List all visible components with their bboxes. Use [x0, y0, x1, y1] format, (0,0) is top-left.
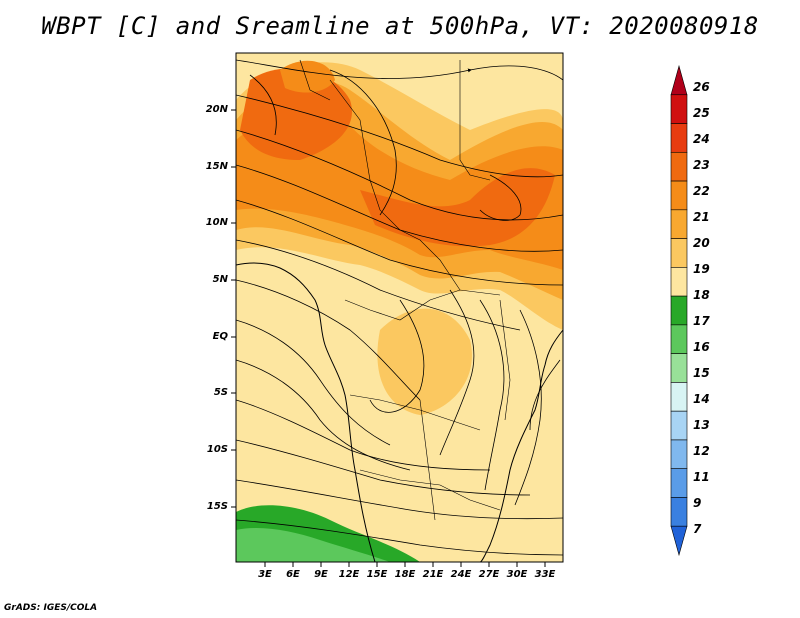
colorbar-label: 17	[693, 314, 710, 328]
lat-label: 20N	[205, 104, 228, 115]
colorbar-segment	[670, 468, 688, 498]
streamlines	[236, 59, 563, 556]
colorbar-label: 18	[693, 288, 710, 302]
lon-label: 24E	[450, 569, 472, 580]
colorbar-label: 24	[693, 132, 710, 146]
colorbar-segment	[670, 410, 688, 441]
colorbar-segment	[670, 525, 688, 557]
colorbar-label: 15	[693, 366, 710, 380]
colorbar-label: 22	[693, 184, 710, 198]
colorbar-segment	[670, 267, 688, 297]
colorbar-label: 26	[693, 80, 710, 94]
lon-label: 12E	[338, 569, 360, 580]
colorbar-segment	[670, 324, 688, 354]
lat-label: 15N	[205, 161, 228, 172]
colorbar-label: 12	[693, 444, 710, 458]
coastlines-borders	[236, 59, 563, 562]
colorbar-segment	[670, 382, 688, 412]
credit-text: GrADS: IGES/COLA	[4, 603, 98, 613]
colorbar-label: 16	[693, 340, 710, 354]
map-frame	[235, 52, 564, 563]
lon-label: 18E	[394, 569, 416, 580]
temperature-field	[236, 53, 563, 562]
colorbar-label: 13	[693, 418, 710, 432]
colorbar-segment	[670, 123, 688, 153]
colorbar-label: 25	[693, 106, 710, 120]
colorbar	[670, 64, 688, 557]
lat-label: EQ	[212, 331, 228, 342]
colorbar-label: 7	[693, 522, 702, 536]
lon-label: 30E	[506, 569, 528, 580]
colorbar-segment	[670, 209, 688, 239]
lon-label: 15E	[366, 569, 388, 580]
lon-label: 21E	[422, 569, 444, 580]
map-title: WBPT [C] and Sreamline at 500hPa, VT: 20…	[41, 12, 759, 40]
colorbar-segment	[670, 439, 688, 470]
colorbar-segment	[670, 295, 688, 326]
colorbar-segment	[670, 180, 688, 211]
colorbar-segment	[670, 151, 688, 182]
colorbar-label: 19	[693, 262, 710, 276]
lat-label: 10N	[205, 217, 228, 228]
lat-label: 5S	[213, 387, 228, 398]
colorbar-label: 23	[693, 158, 710, 172]
colorbar-segment	[670, 238, 688, 268]
lat-label: 5N	[212, 274, 228, 285]
colorbar-segment	[670, 353, 688, 383]
lon-label: 27E	[478, 569, 500, 580]
colorbar-label: 20	[693, 236, 710, 250]
colorbar-segment	[670, 94, 688, 124]
lat-label: 10S	[206, 444, 228, 455]
colorbar-label: 21	[693, 210, 710, 224]
lat-label: 15S	[206, 501, 228, 512]
lon-label: 33E	[534, 569, 556, 580]
colorbar-segment	[670, 64, 688, 96]
lon-label: 6E	[286, 569, 300, 580]
colorbar-label: 9	[693, 496, 702, 510]
axis-ticks	[231, 109, 546, 567]
colorbar-label: 11	[693, 470, 710, 484]
colorbar-segment	[670, 497, 688, 527]
lon-label: 9E	[314, 569, 328, 580]
colorbar-label: 14	[693, 392, 710, 406]
lon-label: 3E	[258, 569, 272, 580]
